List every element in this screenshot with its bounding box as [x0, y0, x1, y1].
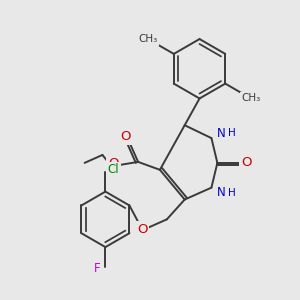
- Text: O: O: [241, 156, 251, 170]
- Text: N: N: [217, 127, 226, 140]
- Text: H: H: [228, 128, 236, 138]
- Text: Cl: Cl: [107, 163, 119, 176]
- Text: N: N: [217, 186, 226, 199]
- Text: CH₃: CH₃: [242, 94, 261, 103]
- Text: O: O: [137, 223, 147, 236]
- Text: O: O: [108, 158, 119, 170]
- Text: H: H: [228, 188, 236, 198]
- Text: F: F: [94, 262, 101, 275]
- Text: CH₃: CH₃: [138, 34, 158, 44]
- Text: O: O: [120, 130, 130, 142]
